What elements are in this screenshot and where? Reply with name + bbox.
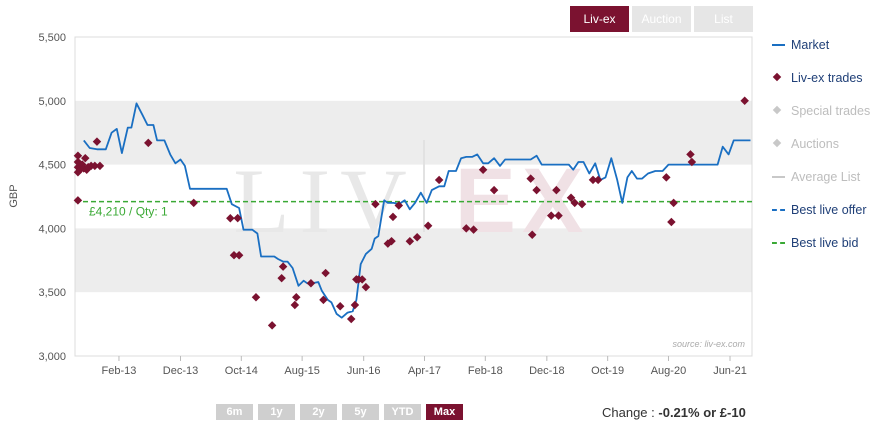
trade-point	[290, 300, 300, 310]
tab-livex[interactable]: Liv-ex	[570, 6, 629, 32]
legend-label: Liv-ex trades	[791, 71, 863, 85]
trade-point	[335, 302, 345, 311]
x-tick-label: Dec-13	[163, 365, 198, 377]
trade-point	[346, 314, 356, 324]
trade-point	[90, 161, 100, 171]
trade-point	[233, 213, 242, 223]
x-tick-label: Oct-19	[591, 365, 624, 377]
y-axis-label: GBP	[8, 184, 20, 207]
trade-point	[662, 173, 671, 182]
y-tick-label: 3,000	[38, 351, 66, 363]
trade-point	[278, 262, 288, 271]
plot-band	[75, 228, 752, 293]
legend-label: Average List	[791, 170, 861, 184]
trade-point	[489, 185, 499, 195]
trade-point	[251, 293, 261, 302]
trade-point	[566, 193, 576, 203]
legend-item-market[interactable]: Market	[772, 38, 870, 71]
legend-swatch-icon	[772, 203, 786, 217]
trade-point	[321, 268, 330, 278]
x-tick-label: Jun-21	[713, 365, 747, 377]
trade-point	[570, 198, 579, 208]
price-change: Change : -0.21% or £-10	[602, 405, 746, 420]
x-tick-label: Aug-15	[284, 365, 319, 377]
trade-point	[462, 224, 471, 233]
legend-swatch-icon	[772, 104, 786, 118]
legend-item-liv-ex-trades[interactable]: Liv-ex trades	[772, 71, 870, 104]
range-5y-button[interactable]: 5y	[342, 404, 379, 420]
y-tick-label: 5,000	[38, 96, 66, 108]
legend-label: Best live offer	[791, 203, 867, 217]
range-max-button[interactable]: Max	[426, 404, 463, 420]
trade-point	[361, 282, 371, 292]
plot-border	[74, 36, 753, 357]
tab-auction[interactable]: Auction	[632, 6, 691, 32]
x-tick-label: Apr-17	[408, 365, 441, 377]
y-tick-label: 5,500	[38, 32, 66, 44]
legend-swatch-icon	[772, 71, 786, 85]
legend-item-special-trades[interactable]: Special trades	[772, 104, 870, 137]
legend-swatch-icon	[772, 137, 786, 151]
trade-point	[189, 198, 198, 208]
range-2y-button[interactable]: 2y	[300, 404, 337, 420]
trade-point	[577, 199, 587, 209]
y-tick-label: 4,000	[38, 223, 66, 235]
tab-list[interactable]: List	[694, 6, 753, 32]
trade-point	[267, 321, 277, 330]
trade-point	[687, 157, 697, 167]
range-1y-button[interactable]: 1y	[258, 404, 295, 420]
legend-label: Best live bid	[791, 236, 859, 250]
trade-point	[554, 211, 563, 220]
legend-item-auctions[interactable]: Auctions	[772, 137, 870, 170]
trade-point	[405, 236, 415, 246]
trade-point	[593, 175, 603, 185]
trade-point	[144, 138, 153, 148]
x-tick-label: Feb-13	[102, 365, 137, 377]
trade-point	[277, 273, 286, 283]
trade-point	[319, 295, 328, 305]
trade-point	[669, 198, 678, 208]
trade-point	[292, 293, 301, 302]
trade-point	[434, 175, 444, 185]
legend-item-best-live-bid[interactable]: Best live bid	[772, 236, 870, 269]
range-selector: 6m 1y 2y 5y YTD Max	[216, 404, 463, 420]
trade-point	[229, 250, 239, 260]
trade-point	[527, 230, 537, 240]
x-tick-label: Feb-18	[468, 365, 503, 377]
range-ytd-button[interactable]: YTD	[384, 404, 421, 420]
x-tick-label: Aug-20	[651, 365, 686, 377]
trade-point	[552, 185, 561, 195]
trade-point	[350, 300, 360, 310]
legend-label: Special trades	[791, 104, 871, 118]
legend-swatch-icon	[772, 236, 786, 250]
chart-legend: Market Liv-ex trades Special trades Auction…	[772, 38, 870, 269]
legend-item-best-live-offer[interactable]: Best live offer	[772, 203, 870, 236]
source-note: source: liv-ex.com	[672, 339, 745, 349]
legend-label: Auctions	[791, 137, 839, 151]
range-6m-button[interactable]: 6m	[216, 404, 253, 420]
x-tick-label: Dec-18	[529, 365, 564, 377]
y-tick-label: 4,500	[38, 160, 66, 172]
legend-swatch-icon	[772, 38, 786, 52]
best-live-bid-label: £4,210 / Qty: 1	[89, 205, 168, 219]
legend-swatch-icon	[772, 170, 786, 184]
trade-point	[588, 175, 598, 185]
x-tick-label: Oct-14	[225, 365, 258, 377]
view-tabs: Liv-ex Auction List	[570, 6, 753, 32]
plot-band	[75, 100, 752, 165]
legend-item-average-list[interactable]: Average List	[772, 170, 870, 203]
y-tick-label: 3,500	[38, 287, 66, 299]
legend-label: Market	[791, 38, 830, 52]
trade-point	[81, 153, 90, 163]
trade-point	[423, 221, 433, 231]
change-value: -0.21% or £-10	[658, 405, 746, 420]
trade-point	[667, 217, 676, 227]
trade-point	[412, 233, 422, 242]
change-label: Change :	[602, 405, 655, 420]
trade-point	[357, 275, 367, 284]
trade-point	[95, 161, 105, 171]
trade-point	[394, 201, 404, 210]
x-tick-label: Jun-16	[347, 365, 381, 377]
